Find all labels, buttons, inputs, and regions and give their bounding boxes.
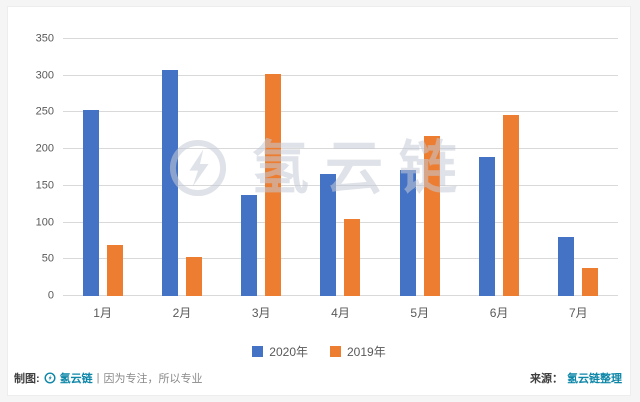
bar-2019年-3月 — [265, 73, 282, 296]
legend-swatch — [330, 346, 341, 357]
y-tick-label: 250 — [35, 105, 54, 118]
x-tick-label-1月: 1月 — [93, 306, 112, 320]
legend-item-2020年: 2020年 — [252, 343, 308, 360]
bar-2020年-5月 — [399, 169, 416, 296]
bar-group-3月 — [241, 39, 282, 296]
gridline — [63, 38, 618, 39]
brand-logo-icon — [44, 372, 56, 384]
legend-item-2019年: 2019年 — [330, 343, 386, 360]
bar-2019年-7月 — [582, 268, 599, 296]
legend-swatch — [252, 346, 264, 357]
x-tick-label-3月: 3月 — [251, 306, 271, 320]
bar-group-1月 — [82, 39, 123, 296]
y-tick-label: 150 — [35, 179, 54, 192]
legend-label: 2019年 — [347, 345, 386, 359]
bar-2019年-6月 — [503, 115, 520, 296]
gridline — [63, 295, 618, 296]
x-tick-label-4月: 4月 — [331, 306, 350, 320]
plot-area: 0 50 100 150 200 250 300 350 — [36, 33, 618, 301]
bar-group-2月 — [161, 39, 202, 296]
bar-2019年-4月 — [344, 218, 361, 296]
x-tick-label-6月: 6月 — [489, 306, 509, 320]
x-tick-label-5月: 5月 — [410, 306, 430, 320]
bar-2019年-2月 — [185, 257, 202, 296]
separator: | — [96, 372, 100, 384]
bar-2019年-5月 — [423, 135, 440, 296]
bar-group-5月 — [399, 39, 440, 296]
y-tick-label: 200 — [35, 142, 54, 155]
footer-credit: 制图: 氢云链 | 因为专注，所以专业 — [14, 370, 203, 386]
bar-2019年-1月 — [106, 245, 123, 296]
bar-group-4月 — [320, 39, 361, 296]
x-axis: 1月 2月 3月 4月 5月 6月 7月 — [63, 304, 618, 321]
y-tick-label: 50 — [41, 252, 54, 265]
bars-layer — [63, 39, 618, 296]
footer: 制图: 氢云链 | 因为专注，所以专业 来源： 氢云链整理 — [14, 370, 622, 386]
source-label: 来源： — [530, 373, 563, 385]
source-text: 氢云链整理 — [567, 373, 622, 385]
x-tick-label-2月: 2月 — [172, 306, 192, 320]
made-by-label: 制图: — [14, 373, 40, 385]
y-tick-label: 350 — [35, 32, 54, 45]
bar-group-7月 — [558, 39, 599, 296]
bar-2020年-7月 — [558, 237, 575, 296]
y-tick-label: 100 — [35, 216, 54, 229]
gridline — [63, 221, 618, 223]
bar-2020年-4月 — [320, 174, 337, 296]
bar-2020年-3月 — [241, 195, 258, 296]
legend-label: 2020年 — [269, 345, 308, 359]
brand-slogan: 因为专注，所以专业 — [103, 373, 203, 385]
y-tick-label: 0 — [47, 289, 54, 302]
brand-name: 氢云链 — [59, 373, 93, 385]
gridline — [63, 74, 618, 76]
gridline — [63, 111, 618, 113]
x-tick-label-7月: 7月 — [568, 306, 588, 320]
footer-source: 来源： 氢云链整理 — [530, 370, 622, 386]
gridline — [63, 184, 618, 186]
legend: 2020年 2019年 — [8, 343, 630, 360]
gridline — [63, 258, 618, 260]
bar-2020年-6月 — [479, 157, 496, 296]
bar-group-6月 — [479, 39, 520, 296]
bar-2020年-1月 — [82, 110, 99, 296]
gridline — [63, 148, 618, 150]
y-tick-label: 300 — [35, 69, 54, 82]
bar-2020年-2月 — [161, 69, 178, 296]
chart-card: 0 50 100 150 200 250 300 350 1月 2月 3月 4月 5月 6月 7月 氢云链… — [7, 6, 631, 396]
